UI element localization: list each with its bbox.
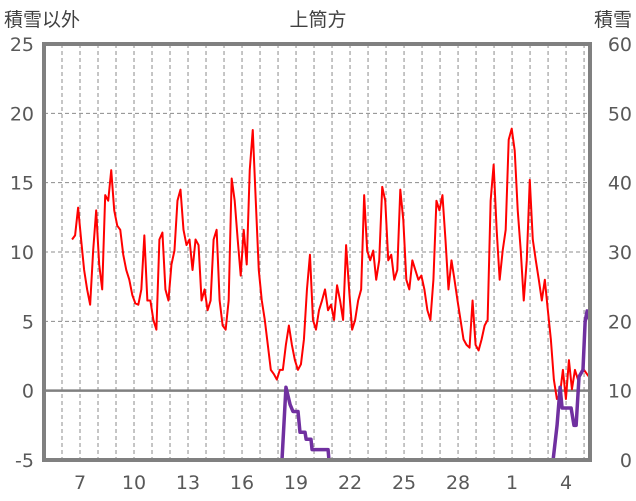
left-tick-label: 20: [10, 103, 34, 125]
right-tick-label: 30: [608, 242, 632, 264]
x-tick-label: 10: [122, 472, 146, 494]
right-tick-label: 20: [608, 311, 632, 333]
series-line-snow: [44, 309, 592, 462]
left-tick-label: 5: [22, 311, 34, 333]
series-line-non-snow: [71, 127, 591, 400]
x-tick-label: 28: [446, 472, 470, 494]
right-tick-label: 0: [620, 450, 632, 472]
x-tick-label: 25: [392, 472, 416, 494]
left-tick-label: -5: [15, 450, 34, 472]
right-tick-label: 10: [608, 381, 632, 403]
right-tick-label: 50: [608, 103, 632, 125]
gridlines: [43, 44, 590, 460]
x-tick-label: 7: [74, 472, 86, 494]
left-tick-label: 0: [22, 381, 34, 403]
chart-title: 上筒方: [289, 9, 346, 31]
right-tick-label: 60: [608, 34, 632, 56]
series-layer: [44, 127, 592, 462]
x-tick-label: 22: [338, 472, 362, 494]
x-tick-label: 16: [230, 472, 254, 494]
plot-frame: [42, 42, 592, 462]
right-tick-label: 40: [608, 173, 632, 195]
x-tick-label: 1: [506, 472, 518, 494]
x-tick-label: 13: [176, 472, 200, 494]
left-tick-label: 25: [10, 34, 34, 56]
left-axis-title: 積雪以外: [4, 9, 80, 31]
tick-labels: -5 0 5 10 15 20 25 0 10 20 30 40 50 60 7 10 13 16 19 22 25 28…: [10, 34, 632, 494]
left-tick-label: 10: [10, 242, 34, 264]
left-tick-label: 15: [10, 173, 34, 195]
x-tick-label: 4: [560, 472, 572, 494]
x-tick-label: 19: [284, 472, 308, 494]
right-axis-title: 積雪: [594, 9, 632, 31]
